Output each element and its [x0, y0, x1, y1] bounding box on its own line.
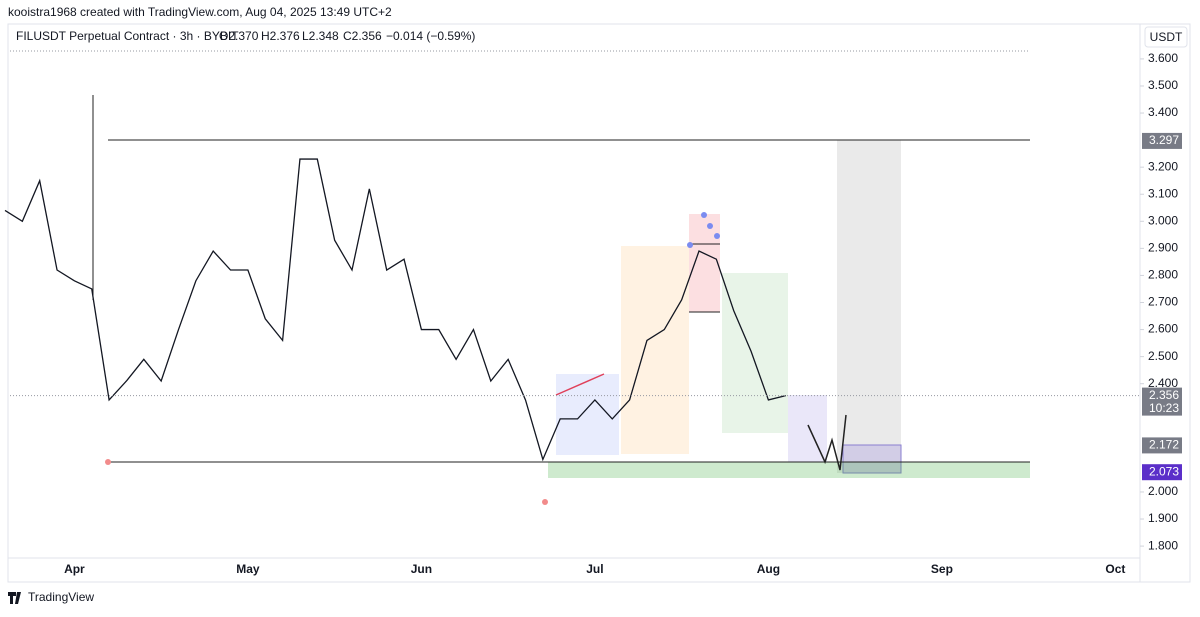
y-tick-label: 2.800 [1148, 268, 1178, 282]
logo [8, 592, 21, 604]
y-tick-label: 2.500 [1148, 349, 1178, 363]
brand: TradingView [28, 590, 94, 604]
box [621, 246, 689, 454]
level-tag [1142, 437, 1182, 454]
x-tick-label: Jun [411, 562, 432, 576]
box [722, 273, 788, 433]
marker [701, 212, 707, 218]
ohlc-high: H2.376 [261, 29, 300, 43]
drawings [92, 95, 1030, 505]
y-tick-label: 3.000 [1148, 213, 1178, 227]
last-price-label: 2.356 [1149, 388, 1179, 402]
box [556, 374, 619, 455]
marker [542, 499, 548, 505]
marker [714, 233, 720, 239]
y-tick-label: 2.700 [1148, 295, 1178, 309]
y-tick-label: 2.600 [1148, 322, 1178, 336]
y-tick-label: 3.100 [1148, 186, 1178, 200]
box [689, 214, 720, 312]
price-line [4, 158, 786, 462]
x-tick-label: Oct [1105, 562, 1125, 576]
ohlc-close: C2.356 [343, 29, 382, 43]
trend-line [555, 373, 605, 396]
zone [548, 462, 1030, 478]
level-label: 2.073 [1149, 464, 1179, 478]
y-tick-label: 2.000 [1148, 484, 1178, 498]
symbol: FILUSDT Perpetual Contract · 3h · BYBIT [16, 29, 239, 43]
x-tick-label: Sep [931, 562, 953, 576]
box [842, 444, 902, 474]
level-tag [1142, 464, 1182, 481]
change: −0.014 (−0.59%) [386, 29, 475, 43]
y-tick-label: 3.500 [1148, 78, 1178, 92]
footer-logo: TradingView [8, 590, 94, 604]
panel-border [7, 23, 1191, 583]
ohlc-low: L2.348 [302, 29, 339, 43]
last-price-tag [1142, 387, 1182, 416]
y-tick-label: 1.900 [1148, 511, 1178, 525]
y-tick-label: 3.400 [1148, 105, 1178, 119]
caption: kooistra1968 created with TradingView.co… [8, 5, 392, 19]
level-label: 2.172 [1149, 438, 1179, 452]
x-tick-label: May [236, 562, 260, 576]
marker [707, 223, 713, 229]
projection [807, 414, 847, 471]
ohlc-open: O2.370 [219, 29, 259, 43]
box [837, 140, 901, 473]
level-label: 3.297 [1149, 133, 1179, 147]
currency[interactable]: USDT [1150, 30, 1183, 44]
x-tick-label: Jul [586, 562, 603, 576]
level-tag [1142, 132, 1182, 149]
y-tick-label: 2.900 [1148, 241, 1178, 255]
marker [105, 459, 111, 465]
marker [687, 242, 693, 248]
countdown: 10:23 [1149, 401, 1179, 415]
y-tick-label: 2.400 [1148, 376, 1178, 390]
y-tick-label: 3.600 [1148, 51, 1178, 65]
y-tick-label: 1.800 [1148, 538, 1178, 552]
currency-button[interactable] [1144, 26, 1188, 48]
x-tick-label: Apr [64, 562, 85, 576]
x-tick-label: Aug [757, 562, 780, 576]
y-tick-label: 3.200 [1148, 159, 1178, 173]
